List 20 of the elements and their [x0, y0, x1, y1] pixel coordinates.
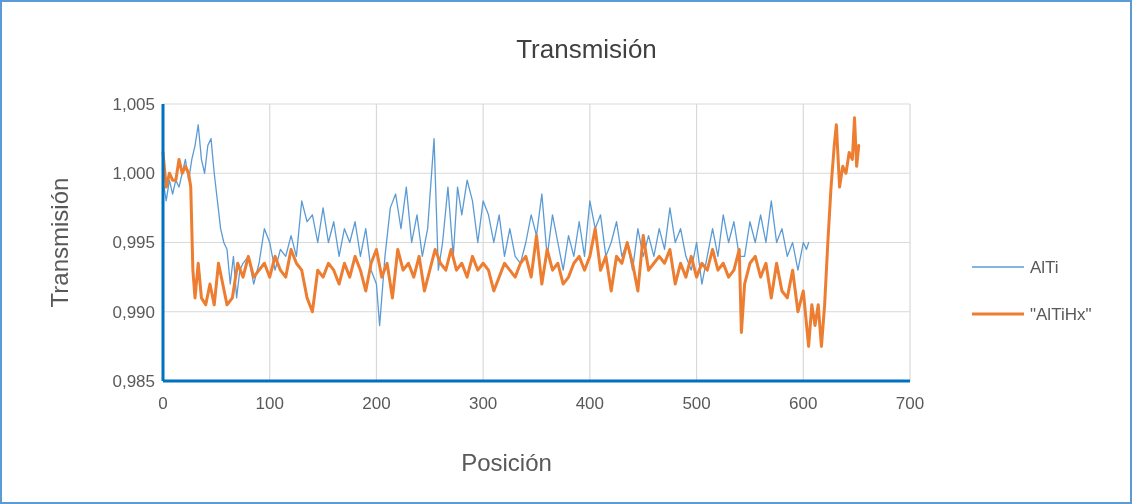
x-tick-label: 300 [468, 394, 498, 413]
line-series [161, 116, 861, 348]
legend-label: "AlTiHx" [1030, 304, 1092, 324]
y-tick-label: 0,990 [112, 302, 155, 322]
x-tick-label: 100 [255, 394, 284, 413]
x-tick-label: 500 [682, 394, 711, 413]
x-tick-label: 200 [362, 394, 391, 413]
line-series [162, 124, 810, 327]
chart-title: Transmisión [516, 34, 657, 64]
y-axis-title: Transmisión [46, 177, 73, 308]
x-axis-title: Posición [461, 449, 552, 476]
y-tick-label: 1,005 [112, 94, 155, 114]
x-tick-label: 0 [158, 394, 168, 413]
legend-label: AlTi [1030, 257, 1059, 277]
x-tick-label: 700 [895, 394, 925, 413]
y-tick-label: 0,985 [112, 371, 155, 391]
y-tick-label: 0,995 [112, 233, 155, 253]
y-tick-label: 1,000 [112, 164, 155, 184]
x-tick-label: 600 [789, 394, 818, 413]
x-tick-label: 400 [575, 394, 605, 413]
